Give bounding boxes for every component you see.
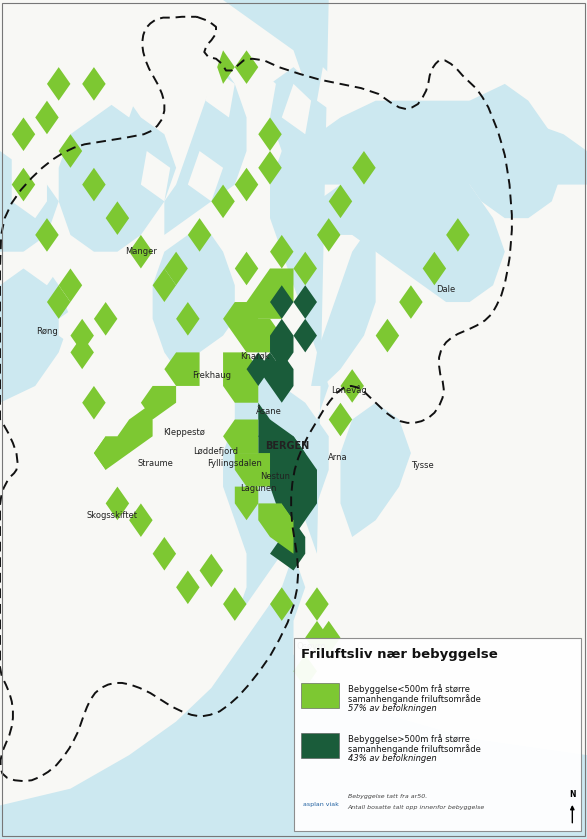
Text: Åsane: Åsane	[256, 407, 282, 415]
Polygon shape	[317, 101, 587, 185]
Polygon shape	[258, 420, 282, 453]
Polygon shape	[59, 268, 82, 302]
Polygon shape	[282, 487, 305, 520]
Polygon shape	[94, 470, 129, 520]
Polygon shape	[282, 436, 305, 487]
Text: Osøyro: Osøyro	[296, 642, 326, 650]
Polygon shape	[164, 252, 188, 285]
Polygon shape	[176, 571, 200, 604]
Text: Antall bosatte talt opp innenfor bebyggelse: Antall bosatte talt opp innenfor bebygge…	[348, 805, 485, 810]
Polygon shape	[247, 67, 276, 117]
Polygon shape	[423, 252, 446, 285]
Polygon shape	[0, 554, 587, 839]
Text: Bebyggelse<500m frå større: Bebyggelse<500m frå større	[348, 684, 470, 694]
Polygon shape	[235, 487, 258, 520]
Text: BERGEN: BERGEN	[265, 441, 310, 451]
Polygon shape	[129, 235, 153, 268]
Polygon shape	[270, 319, 294, 369]
Text: 57% av befolkningen: 57% av befolkningen	[348, 704, 436, 713]
Polygon shape	[223, 0, 329, 554]
Polygon shape	[82, 67, 106, 101]
Text: Skogsskiftet: Skogsskiftet	[86, 512, 137, 520]
Polygon shape	[153, 268, 176, 302]
Polygon shape	[223, 420, 258, 453]
Polygon shape	[352, 151, 376, 185]
Polygon shape	[258, 503, 294, 554]
Polygon shape	[23, 50, 59, 101]
Polygon shape	[258, 352, 282, 386]
Polygon shape	[247, 285, 282, 319]
Polygon shape	[82, 386, 106, 420]
Polygon shape	[376, 319, 399, 352]
Polygon shape	[235, 319, 282, 352]
Text: Fyllingsdalen: Fyllingsdalen	[207, 460, 262, 468]
Polygon shape	[35, 218, 59, 252]
Polygon shape	[294, 151, 505, 302]
Polygon shape	[164, 67, 247, 235]
Polygon shape	[153, 235, 235, 369]
Polygon shape	[223, 302, 258, 336]
Polygon shape	[294, 252, 317, 285]
Polygon shape	[47, 84, 82, 134]
Text: Manger: Manger	[125, 248, 157, 256]
Polygon shape	[47, 285, 70, 319]
Polygon shape	[223, 352, 329, 621]
Polygon shape	[270, 453, 294, 487]
Bar	[301, 683, 339, 708]
Polygon shape	[270, 587, 294, 621]
Polygon shape	[217, 50, 235, 84]
Polygon shape	[317, 218, 340, 252]
Polygon shape	[258, 117, 282, 151]
Polygon shape	[117, 17, 153, 67]
Polygon shape	[258, 268, 294, 302]
Polygon shape	[47, 67, 70, 101]
Polygon shape	[270, 235, 294, 268]
Polygon shape	[70, 369, 106, 420]
Polygon shape	[70, 17, 106, 67]
Polygon shape	[23, 252, 59, 285]
Polygon shape	[223, 352, 258, 403]
Polygon shape	[141, 386, 176, 420]
Text: asplan viak: asplan viak	[303, 802, 339, 807]
Text: N: N	[569, 789, 576, 799]
Polygon shape	[106, 201, 129, 235]
Polygon shape	[0, 151, 59, 252]
Text: Lonevåg: Lonevåg	[332, 385, 367, 395]
Text: 43% av befolkningen: 43% av befolkningen	[348, 754, 436, 763]
Polygon shape	[82, 168, 106, 201]
Polygon shape	[317, 621, 340, 654]
Polygon shape	[223, 587, 247, 621]
Text: Bebyggelse>500m frå større: Bebyggelse>500m frå større	[348, 734, 470, 744]
Polygon shape	[258, 403, 317, 537]
Polygon shape	[235, 168, 258, 201]
Polygon shape	[0, 268, 70, 403]
Text: Bebyggelse tatt fra ar50.: Bebyggelse tatt fra ar50.	[348, 794, 427, 799]
Text: Frekhaug: Frekhaug	[192, 372, 231, 380]
Text: Nestun: Nestun	[259, 472, 290, 481]
Polygon shape	[311, 235, 376, 386]
Polygon shape	[340, 403, 411, 537]
Polygon shape	[176, 302, 200, 336]
Polygon shape	[117, 403, 153, 453]
Polygon shape	[188, 151, 223, 201]
Polygon shape	[294, 654, 317, 688]
Polygon shape	[12, 0, 47, 50]
Polygon shape	[235, 453, 270, 487]
Polygon shape	[176, 17, 211, 67]
Text: Friluftsliv nær bebyggelse: Friluftsliv nær bebyggelse	[301, 648, 497, 660]
Polygon shape	[446, 84, 564, 218]
Bar	[301, 733, 339, 758]
Polygon shape	[153, 537, 176, 571]
Polygon shape	[164, 352, 200, 386]
Text: Dale: Dale	[437, 285, 456, 294]
Polygon shape	[305, 621, 329, 654]
Polygon shape	[94, 436, 129, 470]
Text: Løddefjord: Løddefjord	[194, 447, 238, 456]
Text: samanhengande friluftsområde: samanhengande friluftsområde	[348, 744, 480, 754]
Polygon shape	[270, 520, 305, 571]
Polygon shape	[329, 185, 352, 218]
Polygon shape	[59, 101, 176, 252]
Polygon shape	[235, 50, 258, 84]
Polygon shape	[329, 403, 352, 436]
